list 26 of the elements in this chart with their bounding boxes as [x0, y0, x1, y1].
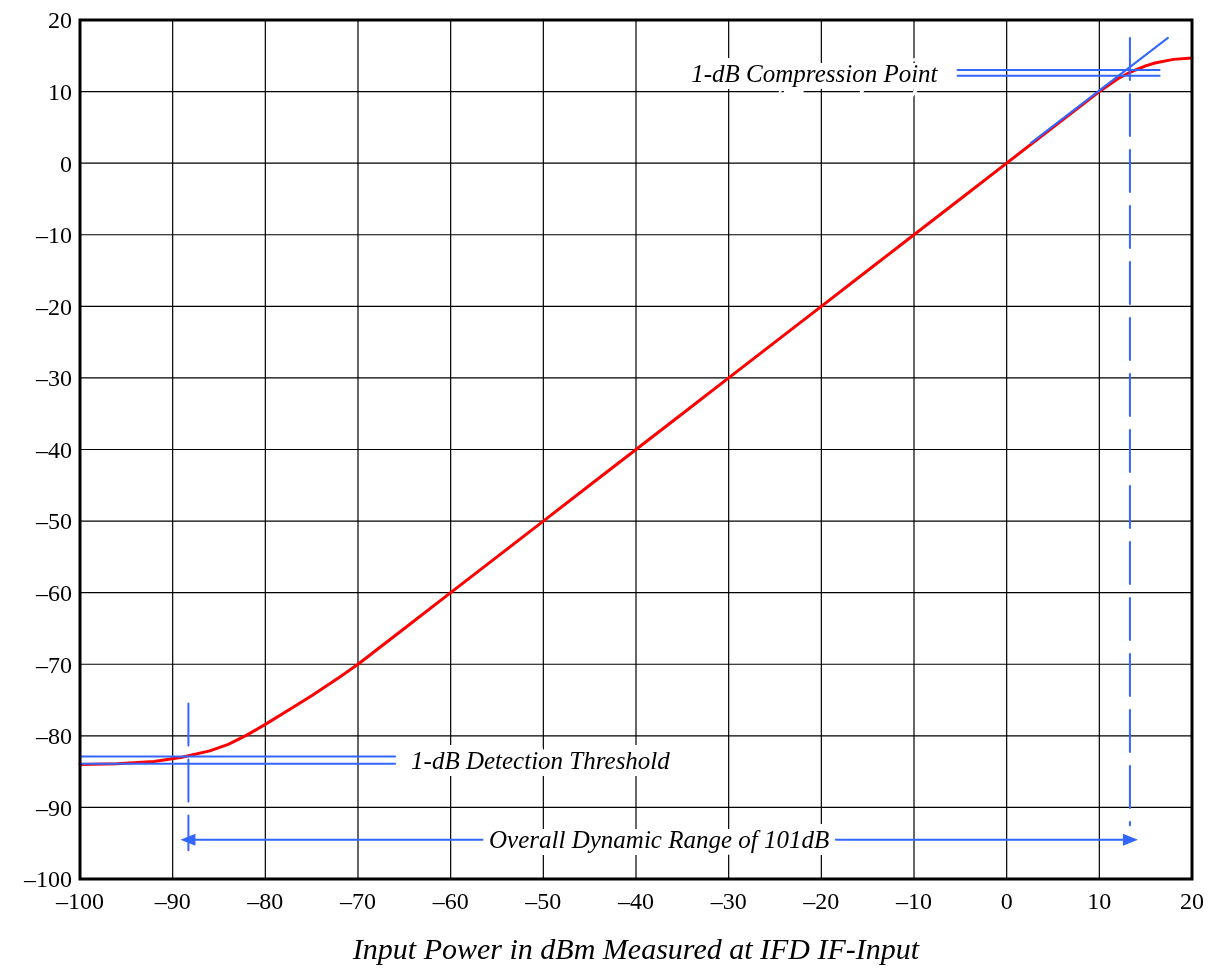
y-tick-label: –80 [35, 723, 72, 750]
x-tick-label: –40 [617, 888, 654, 914]
x-tick-label: –80 [246, 888, 284, 914]
y-tick-label: –20 [35, 293, 72, 320]
x-tick-label: –90 [153, 888, 191, 914]
x-tick-label: –60 [431, 888, 469, 914]
x-tick-label: –20 [802, 888, 840, 914]
x-tick-label: 0 [1000, 888, 1013, 914]
x-tick-label: 20 [1180, 888, 1204, 914]
x-tick-label: –70 [339, 888, 376, 914]
y-tick-label: –30 [35, 365, 72, 392]
x-tick-label: –30 [709, 888, 747, 914]
x-tick-label: –10 [895, 888, 932, 914]
y-tick-label: 10 [48, 78, 72, 105]
y-tick-label: 20 [48, 7, 72, 34]
y-tick-label: –100 [23, 866, 72, 893]
y-tick-label: –90 [35, 794, 72, 821]
x-tick-label: –50 [524, 888, 562, 914]
x-axis-title: Input Power in dBm Measured at IFD IF-Input [351, 932, 920, 965]
y-tick-label: –50 [35, 508, 72, 535]
y-tick-label: –10 [35, 222, 72, 249]
x-tick-label: 10 [1087, 888, 1112, 914]
y-tick-label: –40 [35, 436, 72, 463]
y-tick-label: –70 [35, 651, 72, 678]
y-tick-label: –60 [35, 580, 72, 607]
y-tick-label: 0 [60, 150, 72, 177]
